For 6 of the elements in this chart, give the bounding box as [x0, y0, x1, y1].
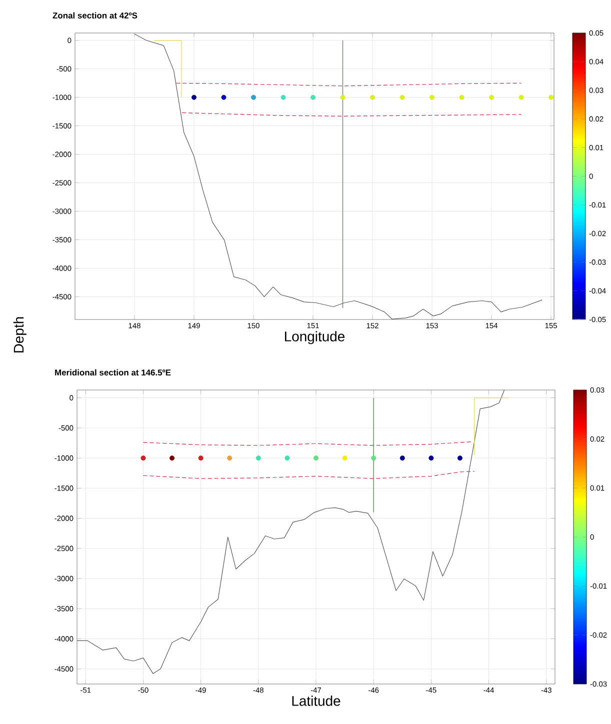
chart-title: Zonal section at 42ºS [52, 12, 138, 18]
line-series [142, 471, 475, 479]
x-axis-title: Longitude [285, 331, 345, 344]
x-axis-title: Latitude [292, 696, 340, 706]
y-axis-title: Depth [13, 317, 26, 352]
chart-title: Meridional section at 146.5ºE [55, 369, 171, 376]
